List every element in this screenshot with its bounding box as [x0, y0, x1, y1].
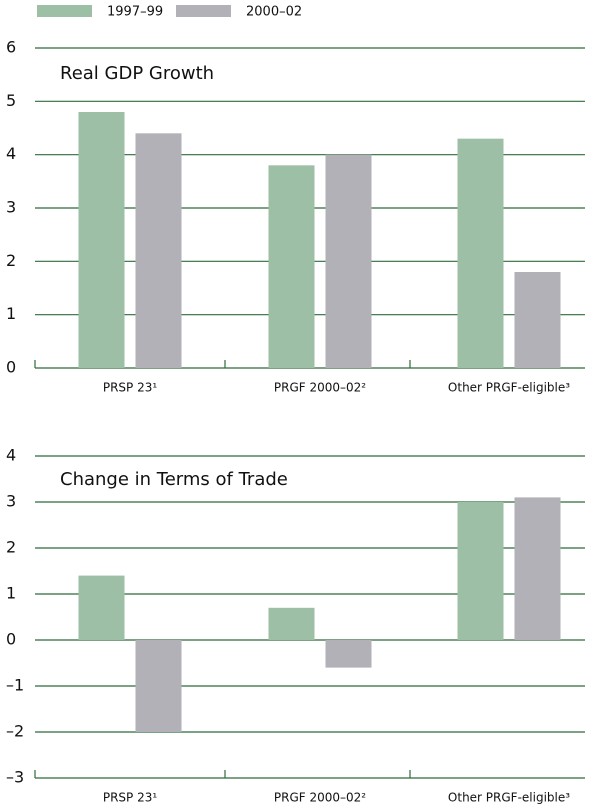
bar [514, 272, 561, 368]
chart-title: Real GDP Growth [60, 63, 214, 84]
legend-swatch [176, 5, 231, 17]
bar [268, 165, 315, 368]
x-tick-label: PRGF 2000–02² [274, 791, 366, 805]
bar [78, 575, 125, 640]
y-tick-label: 3 [6, 492, 16, 511]
bar [457, 138, 504, 368]
bar [514, 497, 561, 640]
x-tick-label: PRGF 2000–02² [274, 381, 366, 395]
y-tick-label: 2 [6, 538, 16, 557]
bar [135, 133, 182, 368]
legend-swatch [37, 5, 92, 17]
y-tick-label: 0 [6, 630, 16, 649]
y-tick-label: 4 [6, 144, 16, 163]
x-tick-label: Other PRGF-eligible³ [448, 791, 570, 805]
bar [325, 640, 372, 668]
x-tick-label: PRSP 23¹ [103, 791, 158, 805]
bar [457, 502, 504, 640]
y-tick-label: –2 [6, 722, 24, 741]
legend-label: 1997–99 [107, 5, 163, 20]
x-tick-label: Other PRGF-eligible³ [448, 381, 570, 395]
y-tick-label: 1 [6, 584, 16, 603]
y-tick-label: 4 [6, 446, 16, 465]
bar [78, 112, 125, 368]
legend-label: 2000–02 [246, 5, 302, 20]
y-tick-label: 6 [6, 38, 16, 57]
y-tick-label: 2 [6, 251, 16, 270]
y-tick-label: –1 [6, 676, 24, 695]
bar [135, 640, 182, 732]
chart-title: Change in Terms of Trade [60, 469, 288, 490]
x-tick-label: PRSP 23¹ [103, 381, 158, 395]
y-tick-label: 0 [6, 358, 16, 377]
y-tick-label: –3 [6, 768, 24, 787]
bar [325, 154, 372, 368]
y-tick-label: 3 [6, 198, 16, 217]
y-tick-label: 1 [6, 304, 16, 323]
bar [268, 607, 315, 640]
y-tick-label: 5 [6, 91, 16, 110]
